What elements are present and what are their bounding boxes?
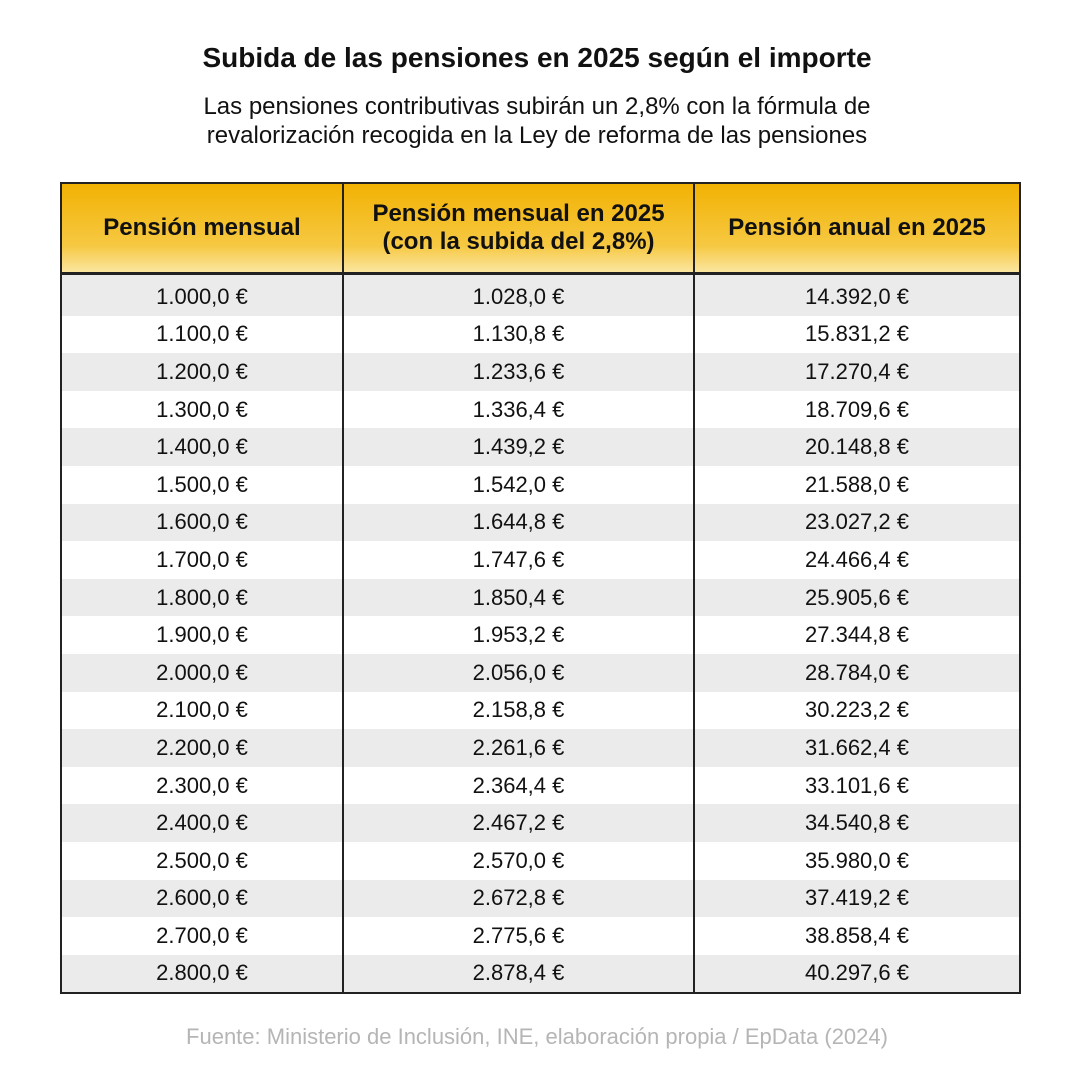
table-row: 1.400,0 €1.439,2 €20.148,8 € [60,428,1020,466]
table-cell: 1.233,6 € [342,353,694,391]
table-row: 2.400,0 €2.467,2 €34.540,8 € [60,804,1020,842]
table-row: 2.600,0 €2.672,8 €37.419,2 € [60,879,1020,918]
source: Fuente: Ministerio de Inclusión, INE, el… [186,1024,888,1049]
table-row: 1.200,0 €1.233,6 €17.270,4 € [60,353,1020,391]
table-cell: 40.297,6 € [693,954,1020,994]
table-row: 2.000,0 €2.056,0 €28.784,0 € [60,653,1020,692]
table-cell: 2.672,8 € [342,879,694,918]
table-cell: 2.800,0 € [60,954,343,994]
table-cell: 28.784,0 € [693,653,1020,692]
table-cell: 2.878,4 € [342,954,694,994]
table-cell: 20.148,8 € [693,428,1020,466]
table-cell: 2.700,0 € [60,917,343,955]
table-cell: 33.101,6 € [693,766,1020,805]
table-cell: 2.467,2 € [342,804,694,842]
subtitle: Las pensiones contributivas subirán un 2… [203,93,871,120]
table-cell: 2.056,0 € [342,653,694,692]
table-cell: 2.775,6 € [342,917,694,955]
table-row: 1.800,0 €1.850,4 €25.905,6 € [60,578,1020,617]
table-cell: 1.028,0 € [342,273,694,316]
table-cell: 1.100,0 € [60,315,343,354]
table-row: 1.700,0 €1.747,6 €24.466,4 € [60,541,1020,579]
table-row: 2.200,0 €2.261,6 €31.662,4 € [60,729,1020,767]
column-header: Pensión anual en 2025 [693,183,1020,275]
table-cell: 2.600,0 € [60,879,343,918]
column-header: Pensión mensual en 2025 (con la subida d… [342,183,694,275]
table-row: 1.600,0 €1.644,8 €23.027,2 € [60,503,1020,542]
table-cell: 21.588,0 € [693,465,1020,504]
table-row: 1.500,0 €1.542,0 €21.588,0 € [60,465,1020,504]
table-cell: 25.905,6 € [693,578,1020,617]
table-cell: 27.344,8 € [693,616,1020,654]
table-cell: 2.100,0 € [60,691,343,730]
table-row: 1.300,0 €1.336,4 €18.709,6 € [60,390,1020,429]
table-cell: 23.027,2 € [693,503,1020,542]
header-row: Pensión mensual Pensión mensual en 2025 (… [60,183,1020,275]
table-cell: 34.540,8 € [693,804,1020,842]
table-cell: 31.662,4 € [693,729,1020,767]
table-cell: 1.336,4 € [342,390,694,429]
table-row: 2.100,0 €2.158,8 €30.223,2 € [60,691,1020,730]
table-cell: 1.600,0 € [60,503,343,542]
table-cell: 2.261,6 € [342,729,694,767]
table-row: 2.300,0 €2.364,4 €33.101,6 € [60,766,1020,805]
table-cell: 1.850,4 € [342,578,694,617]
table-cell: 18.709,6 € [693,390,1020,429]
table-cell: 37.419,2 € [693,879,1020,918]
table-cell: 2.200,0 € [60,729,343,767]
table-cell: 2.000,0 € [60,653,343,692]
table-cell: 1.747,6 € [342,541,694,579]
table-cell: 2.364,4 € [342,766,694,805]
table-cell: 2.500,0 € [60,841,343,880]
table-cell: 35.980,0 € [693,841,1020,880]
table-row: 2.800,0 €2.878,4 €40.297,6 € [60,954,1020,994]
table-cell: 1.300,0 € [60,390,343,429]
table-cell: 1.130,8 € [342,315,694,354]
table-cell: 1.900,0 € [60,616,343,654]
table-row: 2.500,0 €2.570,0 €35.980,0 € [60,841,1020,880]
table-cell: 17.270,4 € [693,353,1020,391]
table-cell: 2.158,8 € [342,691,694,730]
table-cell: 1.000,0 € [60,273,343,316]
table-cell: 2.400,0 € [60,804,343,842]
title: Subida de las pensiones en 2025 según el… [202,42,872,73]
table-cell: 1.400,0 € [60,428,343,466]
table-cell: 1.953,2 € [342,616,694,654]
table-cell: 14.392,0 € [693,273,1020,316]
table-cell: 1.200,0 € [60,353,343,391]
table-body: 1.000,0 €1.028,0 €14.392,0 €1.100,0 €1.1… [60,273,1020,994]
table-row: 1.000,0 €1.028,0 €14.392,0 € [60,273,1020,316]
table-cell: 1.800,0 € [60,578,343,617]
table-cell: 1.644,8 € [342,503,694,542]
table-cell: 15.831,2 € [693,315,1020,354]
table-row: 1.900,0 €1.953,2 €27.344,8 € [60,616,1020,654]
table-cell: 30.223,2 € [693,691,1020,730]
table-cell: 1.700,0 € [60,541,343,579]
table: Pensión mensual Pensión mensual en 2025 (… [60,182,1021,995]
column-header: Pensión mensual [60,183,343,275]
table-cell: 2.300,0 € [60,766,343,805]
table-row: 2.700,0 €2.775,6 €38.858,4 € [60,917,1020,955]
subtitle: revalorización recogida en la Ley de ref… [206,122,868,149]
table-row: 1.100,0 €1.130,8 €15.831,2 € [60,315,1020,354]
table-cell: 1.439,2 € [342,428,694,466]
table-cell: 1.500,0 € [60,465,343,504]
table-cell: 2.570,0 € [342,841,694,880]
table-cell: 1.542,0 € [342,465,694,504]
table-cell: 24.466,4 € [693,541,1020,579]
table-cell: 38.858,4 € [693,917,1020,955]
